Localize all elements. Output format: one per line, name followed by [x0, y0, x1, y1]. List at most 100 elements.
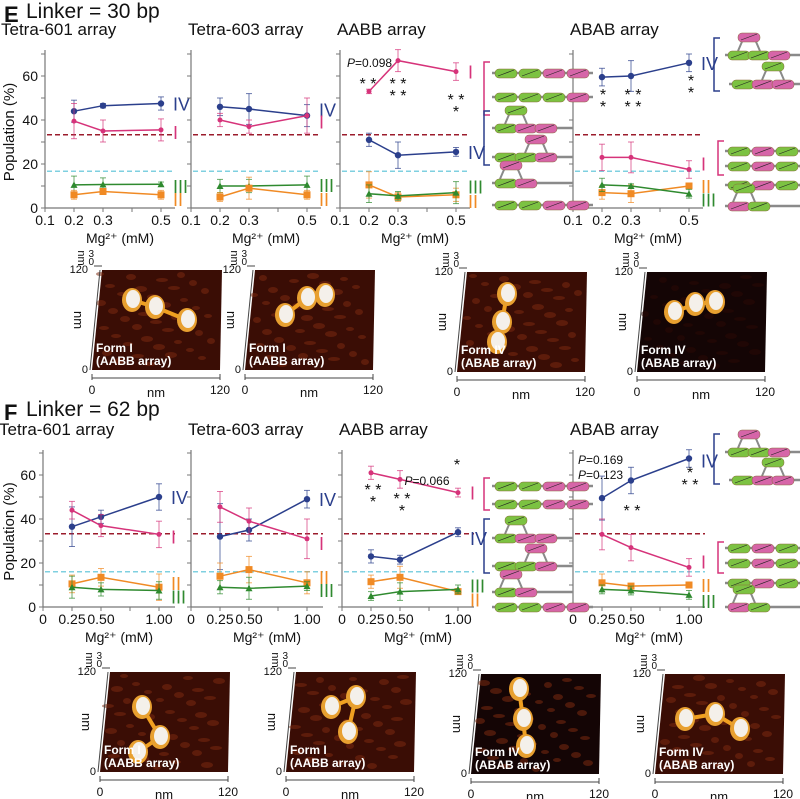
afm-texture [114, 358, 124, 364]
data-point-III [303, 181, 311, 188]
afm-nucleosome [517, 709, 531, 727]
data-point-III [367, 592, 375, 599]
afm-texture [671, 285, 679, 291]
data-point-II [598, 189, 606, 197]
afm-texture [168, 734, 178, 740]
cartoon-form-III-nucleosome-stripe [750, 202, 768, 210]
afm-texture [753, 749, 763, 753]
x-tick-label: 0.25 [58, 611, 85, 627]
y-axis-label: Population (%) [1, 482, 18, 580]
afm-texture [123, 698, 131, 704]
afm-texture [102, 704, 114, 708]
cartoon-form-I-nucleosome-stripe [778, 559, 796, 567]
series-label-IV: IV [173, 95, 190, 115]
afm-texture [556, 720, 566, 724]
afm-texture [672, 685, 684, 689]
x-tick-label: 0.25 [357, 611, 384, 627]
x-tick-label: 0.25 [588, 611, 615, 627]
afm-texture [487, 756, 499, 760]
data-point-I [217, 504, 223, 510]
afm-texture [385, 729, 395, 735]
afm-texture [325, 753, 333, 757]
significance-stars: * [688, 73, 694, 90]
cartoon-form-IV-nucleosome-stripe [740, 430, 758, 438]
afm-z-tick-label: 3 [96, 651, 102, 662]
bracket-form-I [717, 140, 724, 176]
afm-texture [349, 677, 357, 681]
series-label-II: II [468, 192, 478, 212]
afm-texture [213, 678, 225, 684]
afm-texture [274, 337, 284, 343]
afm-texture [316, 349, 328, 353]
afm-y-tick-label: 120 [615, 266, 633, 278]
x-tick-label: 1.00 [145, 611, 172, 627]
cartoon-form-IV-nucleosome-stripe [507, 516, 525, 524]
cartoon-form-II-nucleosome-stripe [569, 201, 587, 209]
afm-y-tick-label: 120 [223, 264, 241, 276]
y-tick-label: 20 [20, 555, 36, 571]
afm-z-tick-label: 3 [282, 651, 288, 662]
afm-texture [189, 280, 197, 286]
afm-texture [523, 322, 535, 326]
afm-texture [553, 296, 565, 300]
series-label-I: I [470, 484, 475, 504]
afm-texture [174, 340, 182, 344]
afm-z-axis-label: nm [228, 250, 240, 265]
cartoon-form-IV-nucleosome-stripe [497, 153, 515, 161]
cartoon-form-IV-nucleosome-stripe [764, 458, 782, 466]
cartoon-form-IV-nucleosome-stripe [754, 80, 772, 88]
series-line-IV [368, 139, 457, 156]
cartoon-form-IV-nucleosome-stripe [754, 476, 772, 484]
afm-y-axis-label: nm [224, 311, 239, 329]
series-line-IV [219, 106, 308, 117]
afm-texture [526, 346, 538, 352]
data-point-I [246, 124, 252, 130]
afm-nucleosome [136, 697, 150, 715]
data-point-III [685, 190, 693, 197]
afm-texture [749, 349, 761, 355]
data-point-III [97, 585, 105, 593]
data-point-I [599, 154, 605, 160]
data-point-I [628, 545, 634, 551]
data-point-IV [367, 553, 375, 560]
afm-texture [714, 763, 722, 767]
afm-texture [475, 748, 487, 752]
afm-form-label: Form IV [461, 343, 506, 357]
cartoon-form-I-nucleosome-stripe [497, 500, 515, 508]
afm-texture [204, 314, 212, 318]
afm-z-tick-label: 0 [96, 659, 102, 670]
afm-texture [138, 732, 146, 736]
afm-x-tick-label: 0 [652, 787, 659, 799]
afm-texture [192, 750, 202, 756]
afm-array-label: (AABB array) [249, 354, 324, 368]
x-tick-label: 0.3 [239, 212, 259, 228]
afm-texture [514, 310, 524, 314]
afm-texture [735, 753, 743, 759]
data-point-III [70, 181, 78, 188]
afm-texture [472, 298, 480, 304]
afm-texture [553, 758, 561, 762]
series-line-IV [370, 531, 459, 561]
afm-texture [328, 357, 340, 361]
series-label-III: III [468, 178, 483, 198]
afm-x-tick-label: 0 [634, 385, 641, 399]
afm-texture [102, 350, 112, 356]
afm-texture [762, 731, 772, 737]
afm-texture [723, 745, 731, 751]
afm-texture [111, 686, 123, 692]
afm-texture [186, 700, 196, 706]
afm-texture [562, 282, 570, 288]
afm-y-tick-label: 0 [82, 364, 88, 376]
afm-z-tick-label: 0 [633, 259, 639, 270]
series-label-I: I [701, 155, 706, 175]
cartoon-form-I-nucleosome-stripe [545, 500, 563, 508]
afm-y-tick-label: 0 [461, 768, 467, 780]
y-tick-label: 40 [22, 112, 38, 128]
cartoon-form-I-nucleosome-stripe [754, 147, 772, 155]
afm-texture [535, 330, 547, 334]
afm-texture [162, 328, 174, 332]
cartoon-form-III-nucleosome-stripe [730, 603, 748, 611]
